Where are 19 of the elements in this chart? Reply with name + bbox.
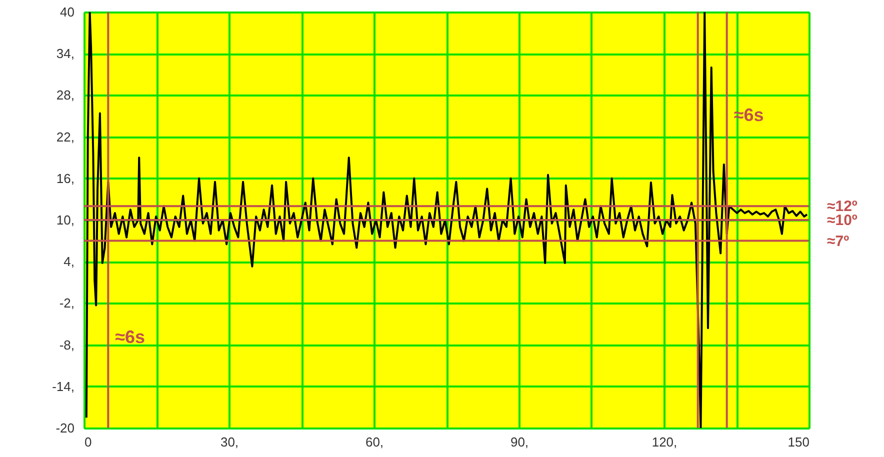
x-tick-label: 0 (84, 434, 92, 450)
y-tick-label: -2, (59, 296, 74, 311)
y-tick-label: -14, (52, 378, 74, 394)
y-tick-label: 16, (56, 170, 74, 186)
y-tick-label: 4, (64, 254, 74, 270)
x-tick-label: 120, (652, 434, 678, 450)
y-tick-label: 28, (56, 88, 74, 103)
y-tick-label: 22, (56, 129, 74, 144)
y-tick-label: -20 (56, 420, 74, 436)
y-tick-label: 40 (60, 4, 74, 20)
annotation: ≈6s (115, 326, 146, 347)
x-tick-label: 90, (510, 434, 529, 450)
ref-line-label: ≈7º (827, 232, 850, 250)
y-tick-label: 34, (56, 46, 74, 62)
y-tick-label: -8, (59, 337, 74, 352)
x-tick-label: 30, (220, 434, 239, 450)
y-tick-label: 10, (56, 212, 74, 228)
x-tick-label: 60, (365, 434, 384, 450)
x-tick-label: 150 (788, 434, 810, 450)
